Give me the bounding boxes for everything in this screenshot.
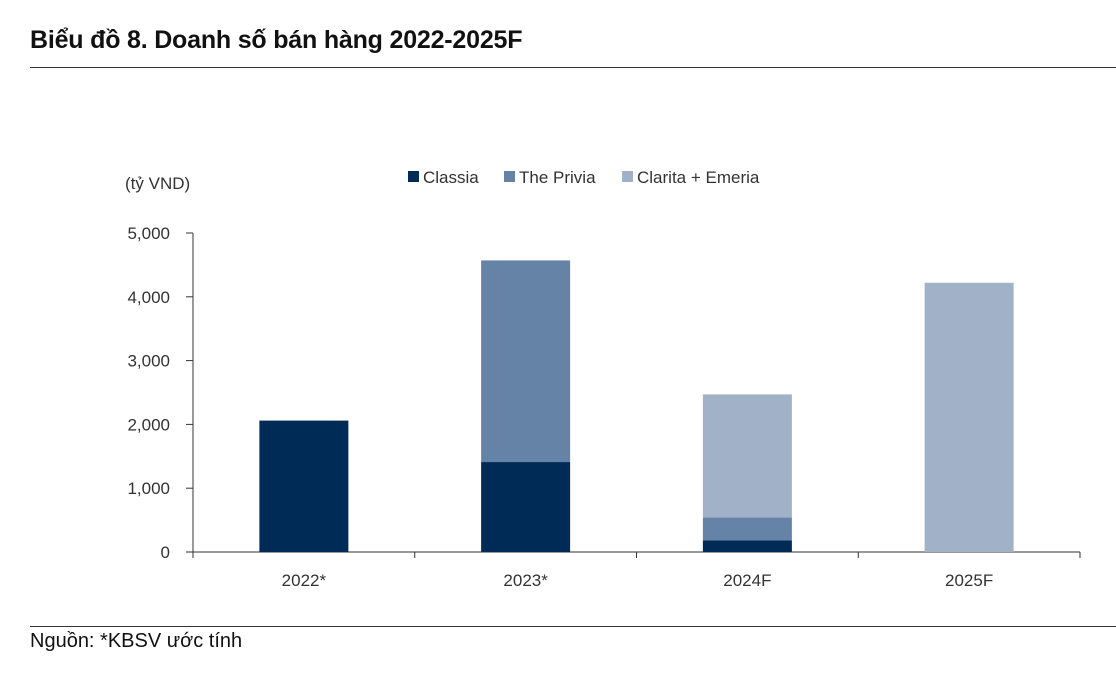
legend-label: Clarita + Emeria: [637, 168, 760, 187]
x-tick-label: 2023*: [503, 571, 548, 590]
y-axis-label: (tỷ VND): [125, 174, 190, 193]
bar-classia-2022: [259, 420, 349, 552]
bar-clarita-emeria-2025f: [924, 282, 1014, 552]
y-tick-label: 5,000: [127, 224, 170, 243]
source-note: Nguồn: *KBSV ước tính: [30, 630, 243, 652]
source-divider: [30, 626, 1116, 627]
x-tick-label: 2025F: [945, 571, 993, 590]
legend-label: The Privia: [519, 168, 596, 187]
bar-clarita-emeria-2024f: [702, 394, 792, 518]
bar-the-privia-2023: [481, 260, 571, 463]
legend-swatch: [504, 171, 515, 182]
y-tick-label: 4,000: [127, 288, 170, 307]
y-tick-label: 3,000: [127, 352, 170, 371]
y-tick-label: 1,000: [127, 479, 170, 498]
bar-classia-2023: [481, 462, 571, 552]
legend-label: Classia: [423, 168, 479, 187]
bar-classia-2024f: [702, 540, 792, 552]
legend-swatch: [622, 171, 633, 182]
bar-the-privia-2024f: [702, 517, 792, 541]
y-tick-label: 0: [161, 543, 170, 562]
chart-title: Biểu đồ 8. Doanh số bán hàng 2022-2025F: [30, 26, 523, 54]
title-divider: [30, 67, 1116, 68]
y-tick-label: 2,000: [127, 415, 170, 434]
x-tick-label: 2024F: [723, 571, 771, 590]
legend-swatch: [408, 171, 419, 182]
x-tick-label: 2022*: [282, 571, 327, 590]
